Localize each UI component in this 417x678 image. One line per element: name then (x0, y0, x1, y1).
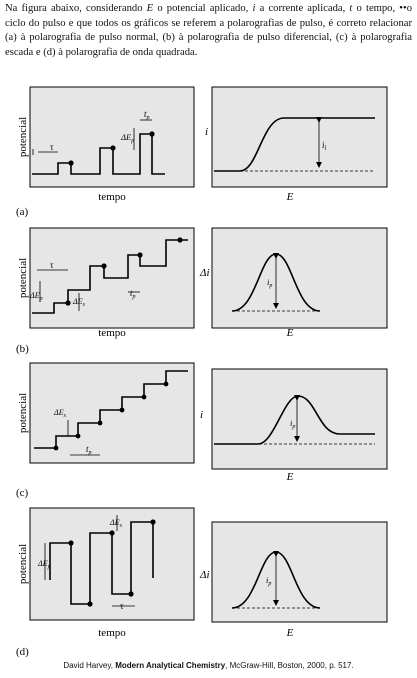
data-point (141, 394, 147, 400)
panel-d-right-plot: Δi E ip (199, 521, 388, 639)
panel-a-xlabel: tempo (98, 191, 126, 203)
panel-d-dEp-label: ΔEp (37, 559, 51, 570)
panel-a-right-plot: i E il (205, 86, 388, 203)
panel-b-tau-label: τ (50, 260, 54, 270)
panel-d-dEs-label: ΔEs (109, 518, 123, 529)
panel-c-tp-label: tp (86, 444, 92, 456)
data-point (75, 433, 81, 439)
question-text: Na figura abaixo, considerando E o poten… (5, 3, 413, 58)
panel-c-left-plot: potencial ΔEs tp (17, 362, 195, 464)
data-point (137, 252, 143, 258)
panel-b-right-ylabel: Δi (199, 267, 210, 279)
data-point (87, 601, 93, 607)
panel-d-right-measure: ip (266, 575, 271, 587)
panel-c-right-xlabel: E (286, 471, 294, 483)
panel-a-dE-label: ΔEp (120, 132, 134, 144)
panel-a-tp-label: tp (144, 109, 150, 121)
data-point (68, 160, 74, 166)
data-point (101, 263, 107, 269)
panel-b-data-points (65, 237, 183, 306)
panel-a-label: (a) (16, 206, 29, 218)
panel-a-ylabel: potencial (17, 117, 29, 157)
data-point (163, 381, 169, 387)
panel-a-right-xlabel: E (286, 191, 294, 203)
panel-d-data-points (68, 519, 156, 607)
data-point (177, 237, 183, 243)
data-point (68, 540, 74, 546)
panel-c-right-plot: i E ip (200, 368, 388, 483)
panel-b-dEs-label: ΔEs (72, 297, 86, 308)
panel-b-right-xlabel: E (286, 327, 294, 339)
panel-a-right-measure: il (322, 140, 327, 152)
panel-a-data-points (68, 131, 155, 166)
panel-d-label: (d) (16, 646, 29, 658)
panel-c-dEs-label: ΔEs (53, 408, 67, 419)
panel-a-right-ylabel: i (205, 126, 208, 138)
data-point (110, 145, 116, 151)
data-point (150, 519, 156, 525)
panel-b-label: (b) (16, 343, 29, 355)
data-point (97, 420, 103, 426)
data-point (109, 530, 115, 536)
panel-d-right-xlabel: E (286, 627, 294, 639)
citation: David Harvey, Modern Analytical Chemistr… (63, 661, 354, 670)
panel-b-right-plot: Δi E ip (199, 227, 388, 339)
panel-a-left-plot: potencial tempo τ tp ΔEp (17, 86, 195, 203)
panel-a-tau-label: τ (50, 142, 54, 152)
panel-d-tau-label: τ (120, 601, 124, 611)
panel-b-ylabel: potencial (17, 258, 29, 298)
panel-b-xlabel: tempo (98, 327, 126, 339)
panel-c-ylabel: potencial (17, 393, 29, 433)
panel-c-right-measure: ip (290, 418, 295, 430)
data-point (65, 300, 71, 306)
data-point (149, 131, 155, 137)
data-point (119, 407, 125, 413)
panel-d-right-ylabel: Δi (199, 569, 210, 581)
data-point (128, 591, 134, 597)
panel-b-left-plot: potencial tempo τ ΔEp ΔEs tp (17, 227, 195, 339)
panel-b-tp-label: tp (130, 288, 136, 300)
panel-c-label: (c) (16, 487, 29, 499)
panel-d-xlabel: tempo (98, 627, 126, 639)
panel-d-ylabel: potencial (17, 544, 29, 584)
panel-c-data-points (53, 381, 169, 451)
panel-b-right-measure: ip (267, 277, 272, 289)
panel-c-right-ylabel: i (200, 409, 203, 421)
panel-d-left-plot: potencial tempo ΔEp ΔEs τ (17, 507, 195, 639)
panel-b-dEp-label: ΔEp (29, 291, 43, 302)
data-point (53, 445, 59, 451)
